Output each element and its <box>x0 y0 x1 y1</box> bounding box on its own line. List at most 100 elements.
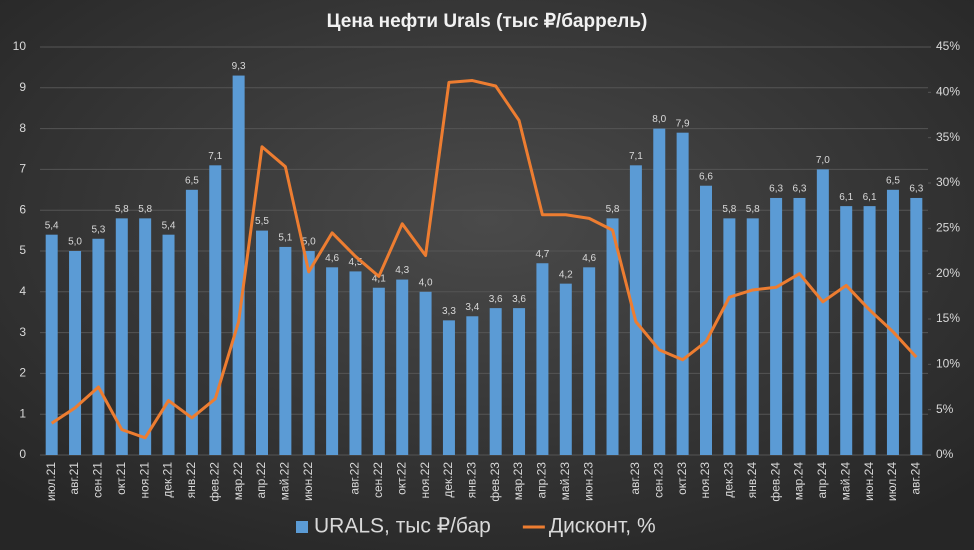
x-tick-label: мар.23 <box>511 462 525 501</box>
data-label: 6,6 <box>699 171 713 182</box>
x-tick-label: окт.22 <box>394 462 408 495</box>
bar <box>209 165 222 455</box>
data-label: 6,3 <box>793 184 807 195</box>
y2-tick-label: 0% <box>936 447 954 461</box>
data-label: 4,7 <box>535 249 549 260</box>
bar <box>115 218 128 455</box>
y2-tick-label: 25% <box>936 221 960 235</box>
bar <box>185 189 198 456</box>
bar <box>256 230 268 455</box>
bar <box>326 267 339 455</box>
data-label: 7,0 <box>816 155 830 166</box>
data-label: 5,8 <box>746 204 760 215</box>
bar <box>653 128 666 455</box>
y-tick-label: 7 <box>19 162 26 176</box>
bar <box>162 234 175 455</box>
bar <box>559 283 572 455</box>
bar <box>45 234 58 455</box>
data-label: 3,3 <box>442 306 456 317</box>
x-tick-label: июл.24 <box>885 462 899 501</box>
bar <box>629 165 642 455</box>
y-tick-label: 10 <box>13 39 27 53</box>
bar <box>279 246 292 455</box>
data-label: 4,0 <box>419 277 433 288</box>
data-label: 9,3 <box>232 61 246 72</box>
data-label: 5,8 <box>606 204 620 215</box>
y-tick-label: 3 <box>19 325 26 339</box>
data-label: 5,1 <box>278 233 292 244</box>
data-label: 6,1 <box>839 192 853 203</box>
y2-tick-label: 40% <box>936 85 960 99</box>
legend-swatch <box>296 521 308 533</box>
data-label: 5,5 <box>255 216 269 227</box>
bar <box>466 316 479 455</box>
data-label: 5,8 <box>138 204 152 215</box>
x-tick-label: сен.21 <box>91 462 105 498</box>
x-tick-label: янв.23 <box>464 462 478 499</box>
data-label: 5,0 <box>302 237 316 248</box>
x-tick-label: май.24 <box>838 462 852 501</box>
y2-tick-label: 45% <box>936 39 960 53</box>
x-tick-label: авг.23 <box>628 462 642 495</box>
legend-label: URALS, тыс ₽/бар <box>314 515 491 538</box>
y-tick-label: 2 <box>19 366 26 380</box>
bar <box>863 206 876 455</box>
x-tick-label: фев.22 <box>207 462 221 502</box>
bar <box>372 287 385 455</box>
data-label: 6,3 <box>909 184 923 195</box>
y2-tick-label: 15% <box>936 311 960 325</box>
x-tick-label: июл.21 <box>44 462 58 501</box>
y-tick-label: 4 <box>19 284 26 298</box>
bar <box>770 197 783 455</box>
x-tick-label: июн.24 <box>862 462 876 501</box>
x-tick-label: май.23 <box>558 462 572 501</box>
bar <box>349 271 362 455</box>
y-tick-label: 5 <box>19 243 26 257</box>
x-tick-label: авг.22 <box>348 462 362 495</box>
data-label: 5,3 <box>91 224 105 235</box>
y-tick-label: 0 <box>19 447 26 461</box>
bar <box>513 308 526 455</box>
y-tick-label: 6 <box>19 202 26 216</box>
data-label: 3,4 <box>465 302 479 313</box>
data-label: 4,1 <box>372 273 386 284</box>
x-tick-label: май.22 <box>278 462 292 501</box>
data-label: 4,3 <box>395 265 409 276</box>
data-label: 7,9 <box>676 118 690 129</box>
x-tick-label: авг.21 <box>67 462 81 495</box>
bar <box>419 291 432 455</box>
bar <box>396 279 409 455</box>
y-tick-label: 9 <box>19 80 26 94</box>
x-tick-label: апр.24 <box>815 462 829 499</box>
data-label: 7,1 <box>629 151 643 162</box>
bar <box>793 197 806 455</box>
x-tick-label: авг.24 <box>908 462 922 495</box>
data-label: 6,5 <box>185 175 199 186</box>
y-tick-label: 8 <box>19 121 26 135</box>
data-label: 6,5 <box>886 175 900 186</box>
data-label: 5,0 <box>68 237 82 248</box>
bar <box>606 218 619 455</box>
data-label: 4,6 <box>582 253 596 264</box>
bar <box>232 75 245 455</box>
data-label: 4,5 <box>349 257 363 268</box>
y2-tick-label: 5% <box>936 402 954 416</box>
x-tick-label: фев.23 <box>488 462 502 502</box>
x-tick-label: июн.22 <box>301 462 315 501</box>
bar <box>69 251 82 455</box>
bar <box>723 218 736 455</box>
x-tick-label: окт.23 <box>675 462 689 495</box>
x-tick-label: сен.23 <box>651 462 665 498</box>
x-tick-label: ноя.21 <box>137 462 151 499</box>
x-tick-label: мар.24 <box>792 462 806 501</box>
bar <box>816 169 829 455</box>
y2-tick-label: 10% <box>936 357 960 371</box>
bar <box>302 251 315 455</box>
x-tick-label: янв.22 <box>184 462 198 499</box>
data-label: 5,8 <box>722 204 736 215</box>
y-tick-label: 1 <box>19 406 26 420</box>
bar <box>910 197 923 455</box>
bar <box>746 218 759 455</box>
data-label: 4,6 <box>325 253 339 264</box>
